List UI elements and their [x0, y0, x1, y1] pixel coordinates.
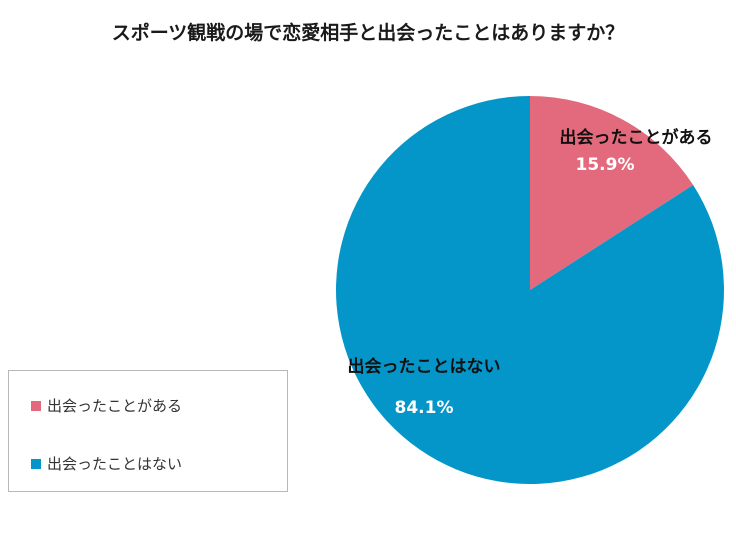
legend-item-met: 出会ったことがある	[31, 395, 182, 416]
slice-label-not-met: 出会ったことはない	[348, 356, 501, 377]
legend-swatch-not-met	[31, 458, 41, 469]
legend-item-not-met: 出会ったことはない	[31, 453, 182, 474]
slice-label-met: 出会ったことがある	[560, 127, 713, 148]
legend-swatch-met	[31, 400, 41, 411]
chart-title: スポーツ観戦の場で恋愛相手と出会ったことはありますか？	[111, 22, 625, 44]
pie-slice-met	[530, 96, 694, 290]
legend: 出会ったことがある 出会ったことはない	[8, 370, 288, 492]
legend-label-met: 出会ったことがある	[47, 397, 183, 415]
legend-label-not-met: 出会ったことはない	[47, 455, 183, 473]
slice-value-met: 15.9%	[576, 155, 635, 175]
pie-slice-not-met	[335, 96, 724, 485]
slice-value-not-met: 84.1%	[395, 398, 454, 418]
